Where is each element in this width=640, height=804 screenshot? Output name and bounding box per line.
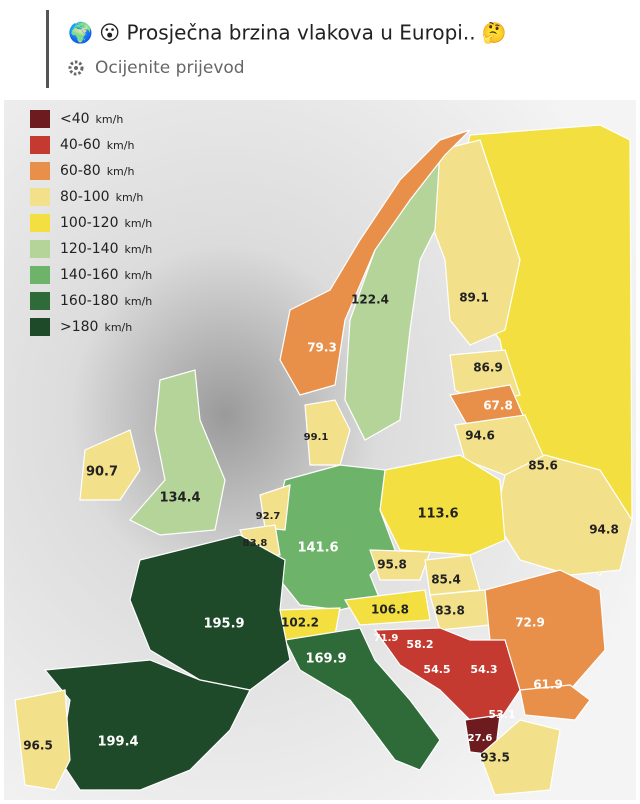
legend-unit: km/h: [116, 191, 144, 204]
value-label: 67.8: [483, 399, 513, 413]
legend-label: 140-160: [60, 267, 119, 283]
map: [14, 124, 633, 796]
legend-unit: km/h: [107, 139, 135, 152]
legend-swatch: [30, 162, 50, 180]
legend-unit: km/h: [125, 217, 153, 230]
value-label: 96.5: [23, 739, 53, 753]
legend-label: <40: [60, 111, 90, 127]
value-label: 85.4: [431, 573, 461, 587]
legend-swatch: [30, 318, 50, 336]
norway: [279, 129, 471, 396]
legend-label: 100-120: [60, 215, 119, 231]
value-label: 72.9: [515, 616, 545, 630]
value-label: 54.5: [423, 663, 450, 676]
denmark: [304, 399, 351, 466]
value-label: 169.9: [305, 652, 346, 667]
legend-label: 80-100: [60, 189, 110, 205]
ireland: [79, 429, 141, 501]
value-label: 83.8: [243, 538, 268, 549]
legend-label: 40-60: [60, 137, 101, 153]
sweden: [344, 148, 441, 441]
legend-unit: km/h: [96, 113, 124, 126]
value-label: 94.6: [465, 429, 495, 443]
value-label: 95.8: [377, 558, 407, 572]
value-label: 195.9: [203, 617, 244, 632]
quote-bar: [46, 10, 49, 88]
legend-unit: km/h: [104, 321, 132, 334]
post-title: 🌍 😮 Prosječna brzina vlakova u Europi.. …: [68, 21, 507, 45]
balkans: [373, 627, 521, 721]
legend-swatch: [30, 292, 50, 310]
value-label: 27.6: [468, 733, 493, 744]
value-label: 86.9: [473, 361, 503, 375]
value-label: 199.4: [97, 735, 138, 750]
value-label: 134.4: [159, 491, 200, 506]
value-label: 61.9: [533, 678, 563, 692]
legend-label: 60-80: [60, 163, 101, 179]
translate-text[interactable]: Ocijenite prijevod: [95, 58, 245, 78]
legend-label: 160-180: [60, 293, 119, 309]
italy: [284, 627, 441, 771]
value-label: 85.6: [528, 459, 558, 473]
value-label: 94.8: [589, 523, 619, 537]
value-label: 141.6: [297, 541, 338, 556]
value-labels: 122.4 89.1 79.3 86.9 67.8 99.1 94.6 85.6 90.7 134…: [23, 291, 619, 765]
value-label: 58.2: [406, 638, 433, 651]
value-label: 89.1: [459, 291, 489, 305]
legend: <40 km/h 40-60 km/h 60-80 km/h 80-100 km/h 100-1…: [30, 110, 152, 336]
legend-swatch: [30, 240, 50, 258]
uk: [129, 369, 226, 536]
value-label: 106.8: [371, 603, 409, 617]
translate-link[interactable]: Ocijenite prijevod: [68, 58, 245, 78]
legend-unit: km/h: [125, 295, 153, 308]
czechia: [369, 549, 431, 581]
legend-swatch: [30, 188, 50, 206]
legend-unit: km/h: [107, 165, 135, 178]
legend-label: >180: [60, 319, 98, 335]
value-label: 92.7: [256, 511, 281, 522]
netherlands: [259, 484, 291, 531]
value-label: 113.6: [417, 507, 458, 522]
value-label: 71.9: [374, 633, 399, 644]
france: [129, 534, 291, 691]
finland: [429, 139, 521, 346]
legend-swatch: [30, 136, 50, 154]
value-label: 53.1: [488, 708, 515, 721]
value-label: 122.4: [351, 293, 389, 307]
legend-unit: km/h: [125, 243, 153, 256]
legend-swatch: [30, 214, 50, 232]
legend-swatch: [30, 266, 50, 284]
poland: [379, 454, 506, 556]
value-label: 83.8: [435, 604, 465, 618]
value-label: 90.7: [86, 465, 118, 480]
value-label: 93.5: [480, 751, 510, 765]
value-label: 54.3: [470, 663, 497, 676]
bulgaria: [519, 684, 591, 721]
legend-label: 120-140: [60, 241, 119, 257]
value-label: 79.3: [307, 341, 337, 355]
portugal: [14, 689, 71, 791]
value-label: 99.1: [304, 432, 329, 443]
value-label: 102.2: [281, 616, 319, 630]
gear-icon: [68, 60, 84, 76]
legend-unit: km/h: [125, 269, 153, 282]
austria: [344, 589, 431, 626]
gear-hub: [74, 66, 78, 70]
greece: [479, 719, 561, 796]
legend-swatch: [30, 110, 50, 128]
